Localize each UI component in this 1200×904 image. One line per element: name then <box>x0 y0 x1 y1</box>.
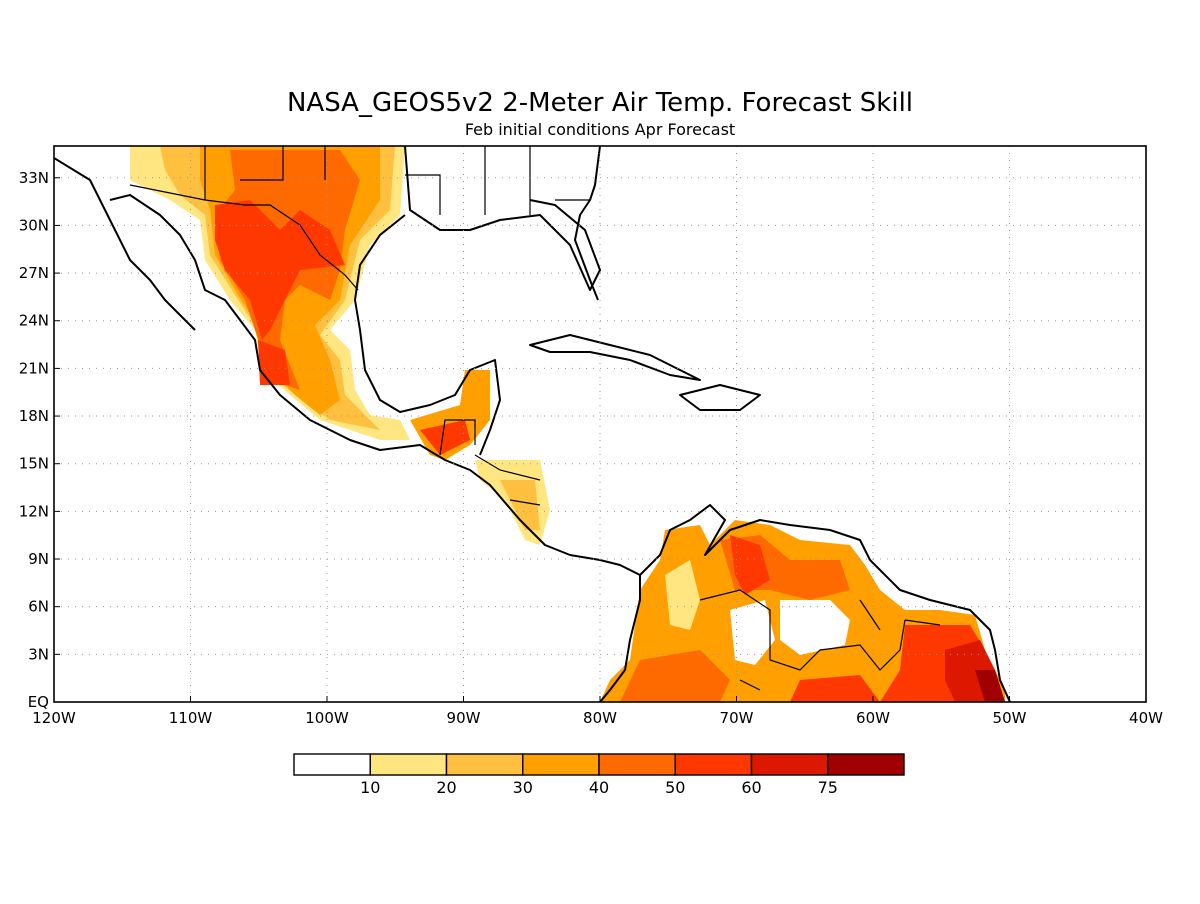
colorbar-label: 30 <box>513 778 533 797</box>
colorbar-swatch <box>293 753 371 776</box>
colorbar-label: 50 <box>665 778 685 797</box>
borders <box>129 146 941 691</box>
x-tick-label: 70W <box>720 709 754 727</box>
x-tick-label: 80W <box>583 709 617 727</box>
y-tick-label: 3N <box>28 645 49 663</box>
coastline-hispaniola <box>679 384 761 411</box>
skill-region-amazon <box>790 675 880 702</box>
x-tick-label: 60W <box>856 709 890 727</box>
y-tick-label: EQ <box>28 693 49 711</box>
coastlines <box>54 146 1011 702</box>
x-tick-label: 50W <box>993 709 1027 727</box>
coastline-florida <box>574 146 601 301</box>
colorbar-label: 60 <box>741 778 761 797</box>
coastline-west-colombia <box>599 575 641 702</box>
colorbar-swatch <box>750 753 829 776</box>
colorbar-label: 10 <box>360 778 380 797</box>
x-tick-label: 100W <box>305 709 349 727</box>
tick-labels: 120W 110W 100W 90W 80W 70W 60W 50W 40W EQ 3N 6N 9N 12… <box>19 169 1163 727</box>
y-tick-label: 12N <box>19 502 49 520</box>
y-tick-label: 24N <box>19 312 49 330</box>
skill-region-central-america-30 <box>500 480 540 530</box>
colorbar-label: 75 <box>818 778 838 797</box>
border-us-mexico <box>129 184 359 291</box>
x-tick-label: 120W <box>32 709 76 727</box>
y-tick-label: 9N <box>28 550 49 568</box>
x-tick-label: 40W <box>1129 709 1163 727</box>
skill-region-northern-mexico-60 <box>215 200 345 340</box>
map-panel: 120W 110W 100W 90W 80W 70W 60W 50W 40W EQ 3N 6N 9N 12… <box>19 145 1163 727</box>
y-tick-label: 30N <box>19 216 49 234</box>
skill-region-south-america-white-1 <box>730 600 775 665</box>
y-tick-label: 21N <box>19 359 49 377</box>
skill-region-south-america-20 <box>665 560 700 630</box>
skill-fields <box>130 146 1005 702</box>
skill-region-central-mexico-60 <box>258 340 290 385</box>
colorbar-swatch <box>598 753 676 776</box>
colorbar-swatch <box>445 753 524 776</box>
y-tick-label: 18N <box>19 407 49 425</box>
y-tick-label: 33N <box>19 169 49 187</box>
y-tick-label: 27N <box>19 264 49 282</box>
coastline-cuba <box>529 334 701 381</box>
skill-region-north-colombia <box>620 650 730 702</box>
coastline-south-america <box>639 504 1011 702</box>
colorbar-label: 40 <box>589 778 609 797</box>
colorbar-label: 20 <box>436 778 456 797</box>
x-tick-label: 90W <box>447 709 481 727</box>
gridlines <box>54 146 1146 702</box>
y-tick-label: 15N <box>19 455 49 473</box>
border-us-states <box>204 146 590 215</box>
colorbar-swatch <box>674 753 753 776</box>
skill-region-south-america-white-2 <box>780 600 850 655</box>
plot-subtitle: Feb initial conditions Apr Forecast <box>465 120 735 139</box>
x-tick-label: 110W <box>169 709 213 727</box>
colorbar-swatch <box>522 753 600 776</box>
skill-region-yucatan-60 <box>420 420 470 455</box>
colorbar-swatch <box>369 753 448 776</box>
border-central-america <box>439 419 541 506</box>
y-tick-label: 6N <box>28 598 49 616</box>
skill-region-guianas-max <box>975 670 1005 702</box>
skill-region-south-america-60 <box>730 535 770 595</box>
coastline-north-america <box>54 157 641 576</box>
colorbar: 10 20 30 40 50 60 75 <box>293 753 905 797</box>
colorbar-swatch <box>827 753 905 776</box>
plot-title: NASA_GEOS5v2 2-Meter Air Temp. Forecast … <box>287 88 913 118</box>
border-south-america <box>699 589 941 691</box>
